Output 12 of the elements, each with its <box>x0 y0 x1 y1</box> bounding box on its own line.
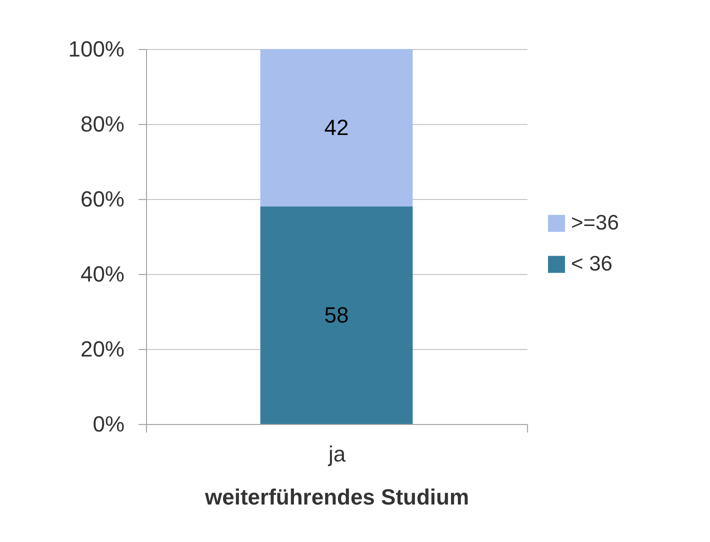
y-tick-label: 20% <box>80 336 124 362</box>
data-label: 58 <box>324 302 349 328</box>
y-tick-label: 40% <box>80 262 124 286</box>
legend-label: < 36 <box>571 252 612 276</box>
y-tick-label: 60% <box>80 186 124 212</box>
y-tick-label: 100% <box>68 36 124 62</box>
y-tick-label: 0% <box>92 412 124 436</box>
data-label: 42 <box>324 114 349 140</box>
y-tick-label: 80% <box>80 112 124 136</box>
legend-label: >=36 <box>571 211 619 234</box>
x-axis-title: weiterführendes Studium <box>204 484 470 510</box>
x-tick-label: ja <box>327 442 346 466</box>
